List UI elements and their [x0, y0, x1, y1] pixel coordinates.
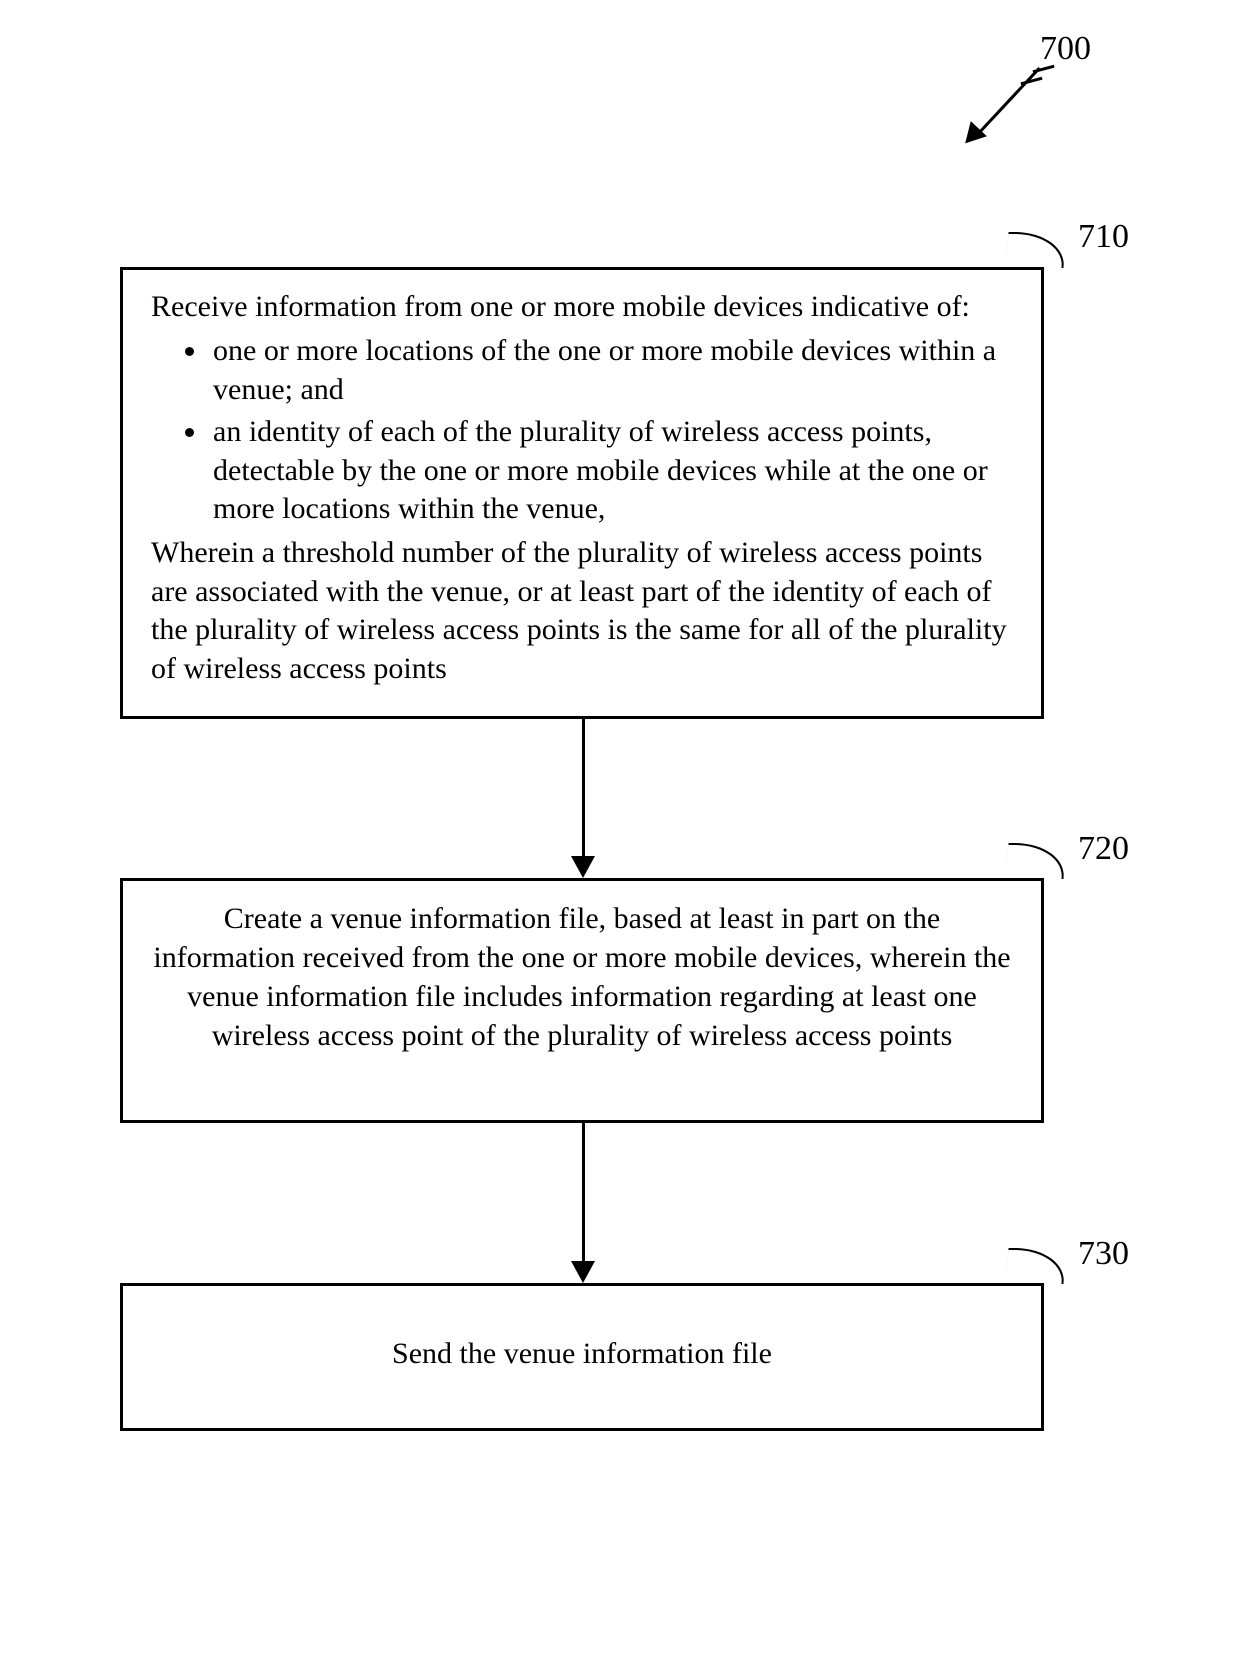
- flowchart-canvas: 700 Receive information from one or more…: [0, 0, 1240, 1668]
- step-710-bullet-2: an identity of each of the plurality of …: [209, 413, 1017, 528]
- figure-ref-arrow-shaft: [978, 67, 1040, 133]
- ref-label-710: 710: [1078, 218, 1129, 256]
- edge-720-730-arrowhead: [571, 1261, 595, 1283]
- step-710-outro: Wherein a threshold number of the plural…: [151, 534, 1017, 688]
- step-730-text: Send the venue information file: [392, 1337, 772, 1370]
- edge-720-730: [582, 1123, 585, 1261]
- ref-hook-710: [1003, 232, 1068, 268]
- ref-label-730: 730: [1078, 1235, 1129, 1273]
- ref-hook-730: [1003, 1248, 1068, 1284]
- flow-step-720-content: Create a venue information file, based a…: [123, 881, 1041, 1073]
- ref-label-720: 720: [1078, 830, 1129, 868]
- edge-710-720: [582, 719, 585, 856]
- flow-step-710-content: Receive information from one or more mob…: [123, 270, 1041, 706]
- step-710-bullets: one or more locations of the one or more…: [151, 332, 1017, 528]
- flow-step-710: Receive information from one or more mob…: [120, 267, 1044, 719]
- flow-step-730: Send the venue information file: [120, 1283, 1044, 1431]
- step-720-text: Create a venue information file, based a…: [153, 902, 1010, 1052]
- figure-ref-label: 700: [1040, 30, 1091, 68]
- step-710-intro: Receive information from one or more mob…: [151, 288, 1017, 326]
- flow-step-730-content: Send the venue information file: [123, 1286, 1041, 1421]
- step-710-bullet-1: one or more locations of the one or more…: [209, 332, 1017, 409]
- flow-step-720: Create a venue information file, based a…: [120, 878, 1044, 1123]
- ref-hook-720: [1003, 843, 1068, 879]
- edge-710-720-arrowhead: [571, 856, 595, 878]
